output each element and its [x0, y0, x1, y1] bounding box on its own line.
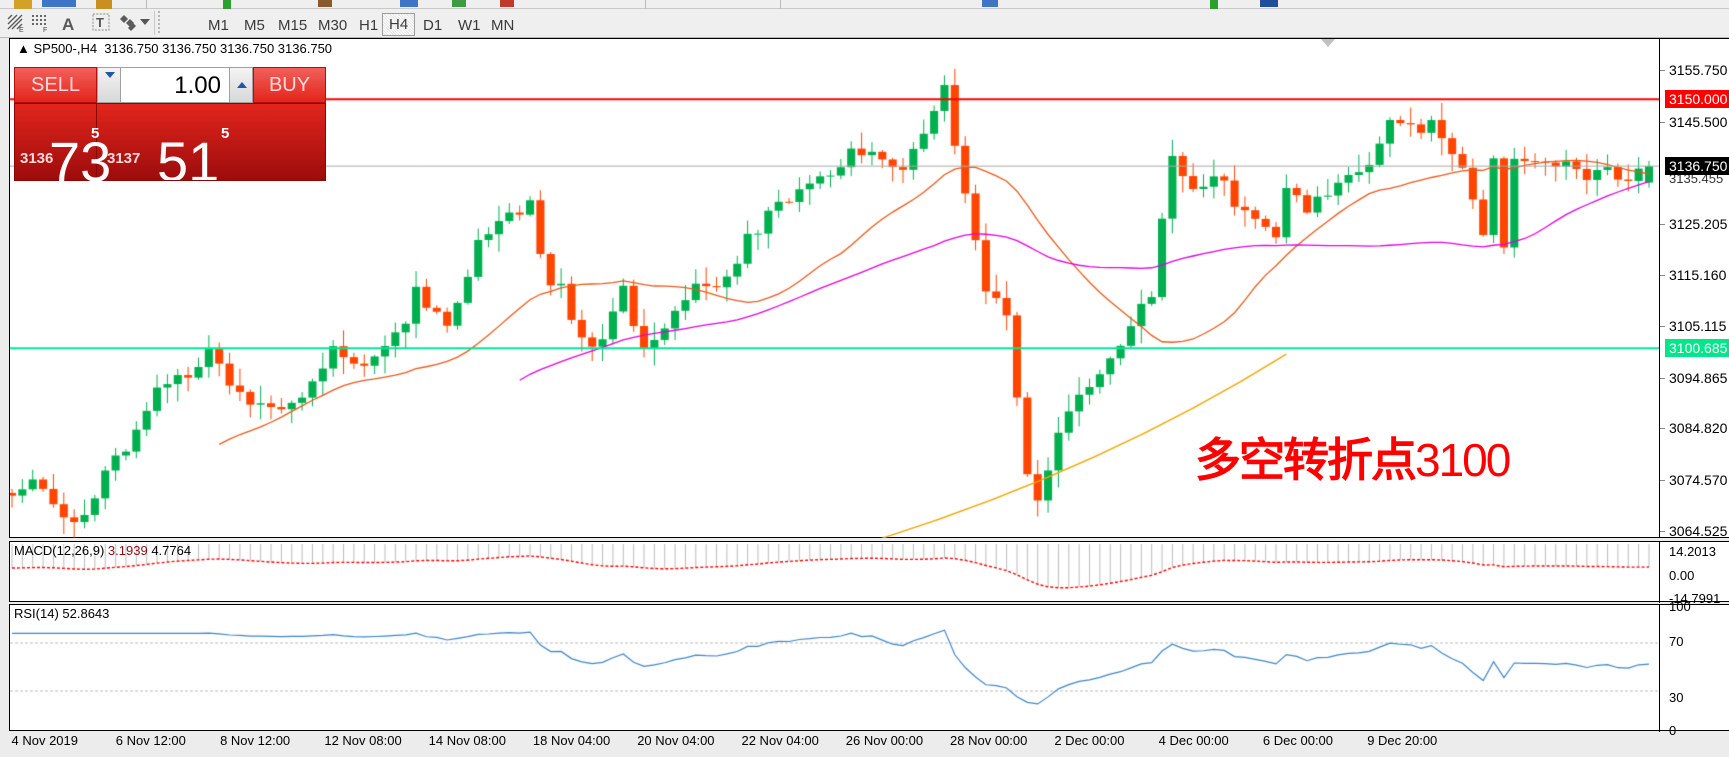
svg-text:E: E — [19, 27, 24, 33]
svg-text:F: F — [43, 27, 47, 33]
svg-text:T: T — [96, 15, 104, 30]
